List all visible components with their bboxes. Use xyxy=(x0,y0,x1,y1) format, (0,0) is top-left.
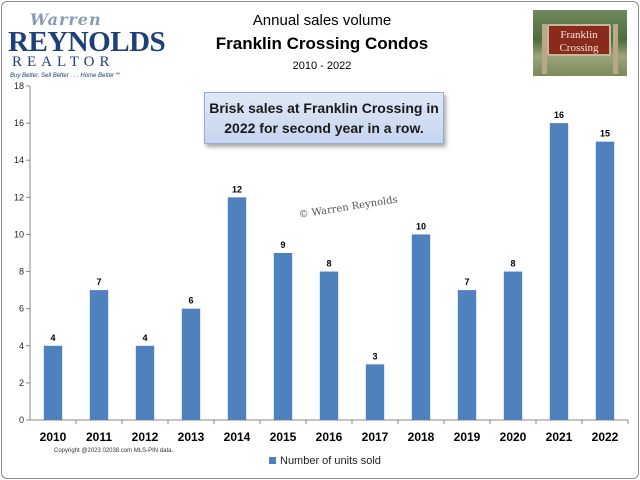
data-label-2010: 4 xyxy=(50,333,55,343)
y-tick-label: 0 xyxy=(19,415,24,425)
sign-post-left xyxy=(542,24,547,74)
x-tick-label-2011: 2011 xyxy=(86,430,112,444)
bar-2020 xyxy=(503,271,523,420)
data-label-2013: 6 xyxy=(188,296,193,306)
legend-label: Number of units sold xyxy=(280,455,381,467)
franklin-crossing-sign-photo: Franklin Crossing xyxy=(533,10,627,76)
logo-reynolds: REYNOLDS xyxy=(8,26,166,58)
data-label-2017: 3 xyxy=(372,351,377,361)
x-tick-label-2022: 2022 xyxy=(592,430,619,444)
sign-line-2: Crossing xyxy=(559,42,599,54)
y-tick-label: 12 xyxy=(14,192,24,202)
bar-2017 xyxy=(365,364,385,420)
x-tick-label-2018: 2018 xyxy=(408,430,435,444)
callout-box: Brisk sales at Franklin Crossing in 2022… xyxy=(204,92,444,144)
copyright-note: Copyright @2023 02038.com MLS-PIN data. xyxy=(54,448,174,454)
logo-warren: Warren xyxy=(30,10,102,29)
x-tick-label-2020: 2020 xyxy=(500,430,527,444)
bar-2018 xyxy=(411,234,431,420)
x-tick-label-2014: 2014 xyxy=(224,430,251,444)
bar-2015 xyxy=(273,253,293,420)
bar-2012 xyxy=(135,345,155,420)
bar-2011 xyxy=(89,290,109,420)
bar-2014 xyxy=(227,197,247,420)
legend-swatch xyxy=(269,457,276,464)
data-label-2015: 9 xyxy=(280,240,285,250)
data-label-2018: 10 xyxy=(416,221,426,231)
bar-2019 xyxy=(457,290,477,420)
data-label-2011: 7 xyxy=(96,277,101,287)
logo-realtor: REALTOR xyxy=(12,54,115,70)
data-label-2019: 7 xyxy=(464,277,469,287)
sign-post-right xyxy=(613,24,618,74)
sign-line-1: Franklin xyxy=(560,29,598,41)
y-tick-label: 4 xyxy=(19,341,24,351)
realtor-logo: Warren REYNOLDS REALTOR Buy Better, Sell… xyxy=(8,8,166,80)
y-tick-label: 10 xyxy=(14,229,24,239)
data-label-2014: 12 xyxy=(232,184,242,194)
chart-title: Annual sales volume xyxy=(252,12,392,29)
bar-2021 xyxy=(549,123,569,420)
x-tick-label-2019: 2019 xyxy=(454,430,481,444)
x-tick-label-2012: 2012 xyxy=(132,430,159,444)
x-tick-label-2017: 2017 xyxy=(362,430,389,444)
x-tick-label-2015: 2015 xyxy=(270,430,297,444)
chart-legend: Number of units sold xyxy=(269,455,381,467)
y-tick-label: 14 xyxy=(14,155,24,165)
data-label-2021: 16 xyxy=(554,110,564,120)
x-tick-label-2010: 2010 xyxy=(40,430,67,444)
x-tick-label-2013: 2013 xyxy=(178,430,205,444)
data-label-2022: 15 xyxy=(600,129,610,139)
y-tick-label: 16 xyxy=(14,118,24,128)
chart-subtitle: Franklin Crossing Condos xyxy=(215,34,429,53)
data-label-2020: 8 xyxy=(510,259,515,269)
y-tick-label: 8 xyxy=(19,267,24,277)
sign-board: Franklin Crossing xyxy=(547,24,611,56)
logo-tagline: Buy Better, Sell Better . . . Home Bette… xyxy=(10,73,121,79)
x-tick-label-2021: 2021 xyxy=(546,430,573,444)
bar-2022 xyxy=(595,141,615,420)
data-label-2016: 8 xyxy=(326,259,331,269)
chart-date-range: 2010 - 2022 xyxy=(292,60,352,72)
y-tick-label: 18 xyxy=(14,81,24,91)
data-label-2012: 4 xyxy=(142,333,147,343)
bar-2010 xyxy=(43,345,63,420)
bar-2013 xyxy=(181,308,201,420)
x-tick-label-2016: 2016 xyxy=(316,430,343,444)
y-tick-label: 2 xyxy=(19,378,24,388)
bar-2016 xyxy=(319,271,339,420)
y-tick-label: 6 xyxy=(19,304,24,314)
